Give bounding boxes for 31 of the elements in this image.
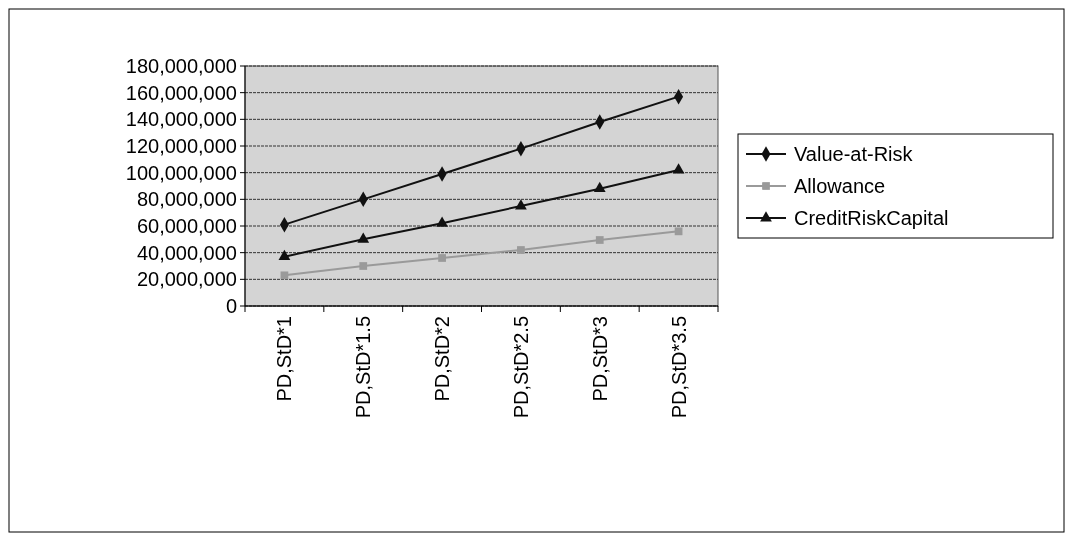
point [357, 232, 370, 243]
y-tick-label: 180,000,000 [125, 55, 237, 77]
point [280, 271, 289, 280]
x-tick-label: PD,StD*2.5 [509, 316, 532, 419]
x-tick-label: PD,StD*1.5 [352, 316, 375, 419]
y-tick-label: 140,000,000 [125, 108, 237, 131]
point [593, 181, 606, 193]
y-tick-label: 160,000,000 [125, 81, 237, 104]
legend-label: Allowance [794, 175, 886, 197]
x-tick-label: PD,StD*1 [273, 316, 296, 402]
y-tick-label: 60,000,000 [136, 215, 237, 237]
point [278, 249, 291, 261]
x-tick-label: PD,StD*3.5 [667, 316, 690, 419]
x-tick-label: PD,StD*3 [588, 316, 611, 402]
y-tick-label: 40,000,000 [136, 241, 237, 264]
x-tick-label: PD,StD*2 [431, 316, 454, 402]
point [674, 227, 683, 236]
point [359, 262, 368, 270]
legend-label: CreditRiskCapital [794, 207, 949, 229]
y-tick-label: 80,000,000 [136, 188, 237, 211]
point [436, 216, 448, 227]
y-tick-label: 120,000,000 [125, 135, 237, 157]
point [517, 246, 525, 254]
y-tick-label: 100,000,000 [125, 161, 237, 184]
point [438, 254, 446, 262]
legend-label: Value-at-Risk [794, 143, 914, 165]
y-tick-label: 0 [225, 295, 237, 317]
y-tick-label: 20,000,000 [136, 268, 237, 291]
point [672, 163, 685, 174]
point [515, 199, 527, 210]
point [595, 236, 604, 244]
